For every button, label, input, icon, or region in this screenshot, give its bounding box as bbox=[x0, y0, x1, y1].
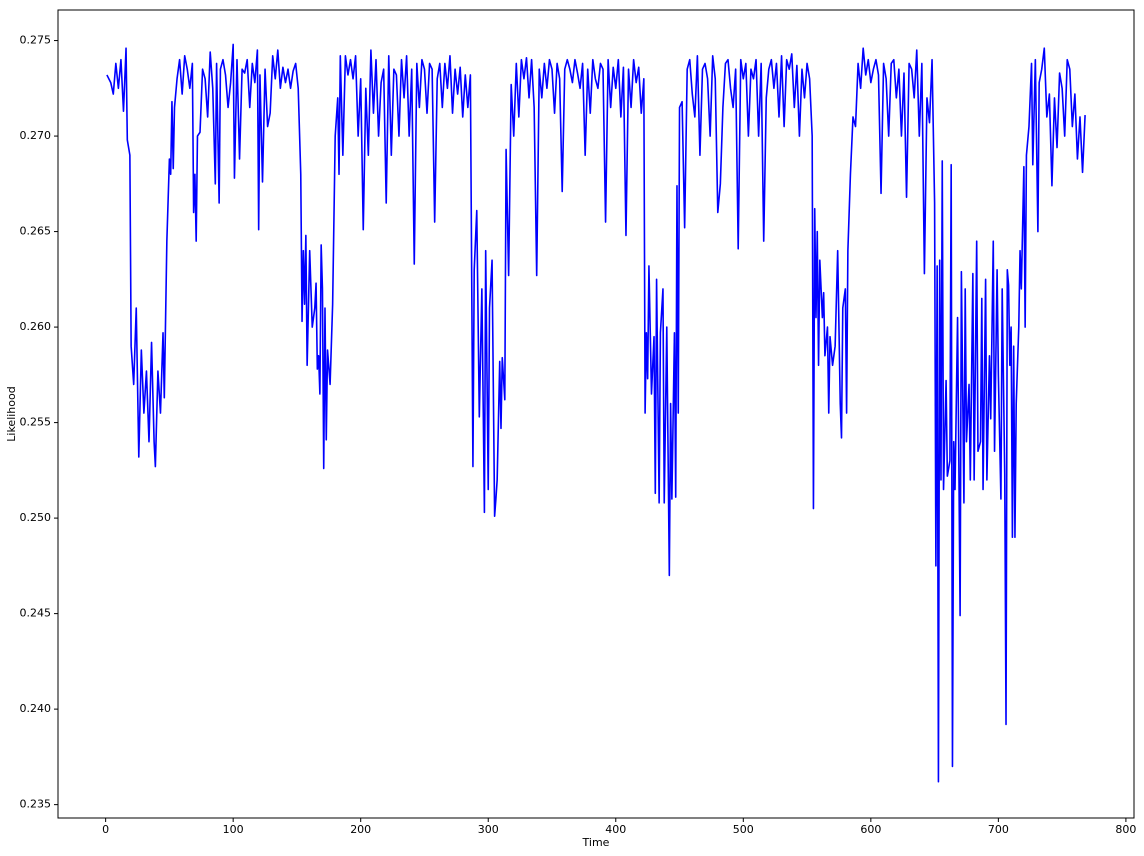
x-tick-label: 0 bbox=[102, 823, 109, 836]
y-tick-label: 0.240 bbox=[20, 702, 52, 715]
plot-frame bbox=[57, 9, 1135, 819]
x-tick-label: 700 bbox=[988, 823, 1009, 836]
x-tick-label: 600 bbox=[860, 823, 881, 836]
x-tick-label: 100 bbox=[223, 823, 244, 836]
x-tick-label: 200 bbox=[350, 823, 371, 836]
y-tick-label: 0.275 bbox=[20, 34, 52, 47]
y-tick-label: 0.245 bbox=[20, 607, 52, 620]
y-tick-label: 0.265 bbox=[20, 225, 52, 238]
x-tick-label: 500 bbox=[733, 823, 754, 836]
x-tick-label: 300 bbox=[478, 823, 499, 836]
x-tick-label: 800 bbox=[1115, 823, 1136, 836]
y-tick-label: 0.260 bbox=[20, 320, 52, 333]
y-tick-label: 0.255 bbox=[20, 416, 52, 429]
x-tick-label: 400 bbox=[605, 823, 626, 836]
y-tick-label: 0.235 bbox=[20, 798, 52, 811]
data-line bbox=[106, 43, 1086, 783]
y-tick-label: 0.250 bbox=[20, 511, 52, 524]
y-tick-label: 0.270 bbox=[20, 129, 52, 142]
x-axis-label: Time bbox=[582, 836, 610, 849]
y-axis-label: Likelihood bbox=[5, 386, 18, 441]
